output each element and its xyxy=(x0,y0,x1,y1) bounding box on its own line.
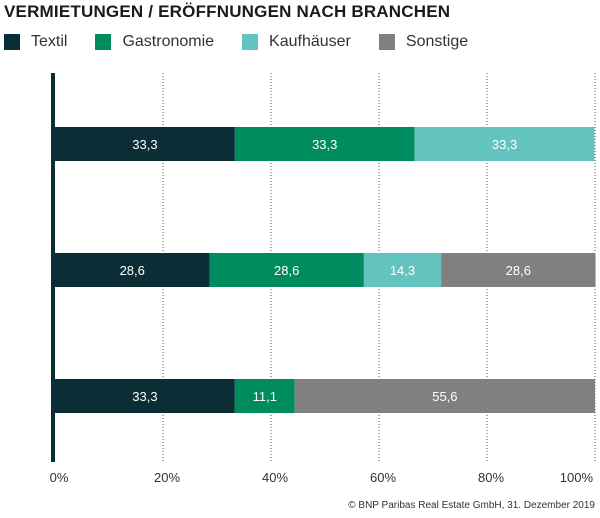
bar-segment-textil xyxy=(55,253,210,287)
legend-item-gastronomie: Gastronomie xyxy=(95,33,214,51)
bar-segment-gastronomie xyxy=(234,379,295,413)
bar-segment-textil xyxy=(55,379,235,413)
bar-segment-sonstige xyxy=(294,379,595,413)
data-label: 11,1 xyxy=(253,389,277,404)
legend-swatch xyxy=(378,34,395,50)
data-label: 14,3 xyxy=(390,263,415,278)
data-label: 28,6 xyxy=(274,263,299,278)
bar-segment-textil xyxy=(55,127,235,161)
bar-segment-gastronomie xyxy=(209,253,364,287)
bar-segment-sonstige xyxy=(441,253,596,287)
bar-segment-gastronomie xyxy=(234,127,415,161)
data-label: 33,3 xyxy=(132,389,157,404)
x-tick-label: 20% xyxy=(154,470,180,485)
x-tick-label: 80% xyxy=(478,470,504,485)
legend-item-sonstige: Sonstige xyxy=(378,33,469,51)
legend-item-kaufhäuser: Kaufhäuser xyxy=(242,33,351,51)
legend-label: Sonstige xyxy=(405,33,469,50)
data-label: 33,3 xyxy=(312,137,337,152)
x-tick-label: 100% xyxy=(560,470,594,485)
legend-label: Gastronomie xyxy=(122,33,215,50)
copyright: © BNP Paribas Real Estate GmbH, 31. Deze… xyxy=(348,500,595,511)
x-tick-label: 60% xyxy=(370,470,396,485)
bar-segment-kaufhäuser xyxy=(363,253,442,287)
data-label: 55,6 xyxy=(432,389,457,404)
chart-title: VERMIETUNGEN / ERÖFFNUNGEN NACH BRANCHEN xyxy=(4,2,451,21)
x-tick-label: 0% xyxy=(50,470,69,485)
legend-swatch xyxy=(242,34,259,50)
legend-swatch xyxy=(4,34,20,50)
legend-swatch xyxy=(95,34,112,50)
bar-segment-kaufhäuser xyxy=(414,127,595,161)
legend-label: Kaufhäuser xyxy=(269,33,351,50)
legend-label: Textil xyxy=(31,33,68,50)
data-label: 28,6 xyxy=(120,263,145,278)
x-tick-label: 40% xyxy=(262,470,288,485)
legend-item-textil: Textil xyxy=(4,33,67,51)
data-label: 28,6 xyxy=(506,263,531,278)
legend: Textil Gastronomie Kaufhäuser Sonstige xyxy=(4,33,496,51)
data-label: 33,3 xyxy=(492,137,517,152)
data-label: 33,3 xyxy=(132,137,157,152)
